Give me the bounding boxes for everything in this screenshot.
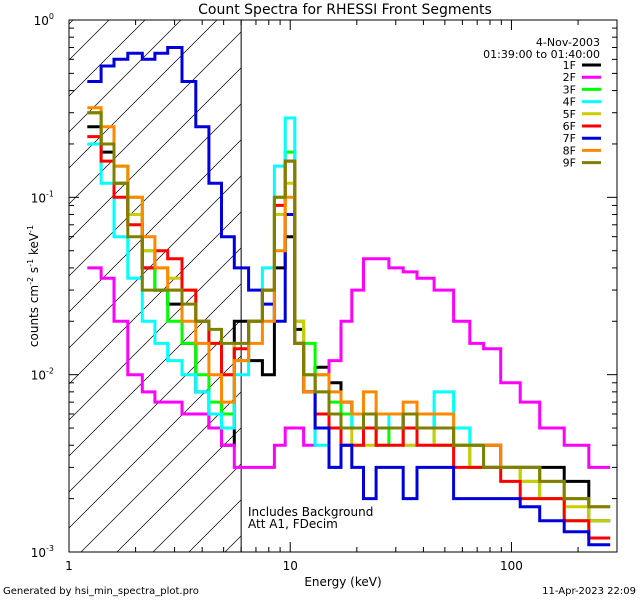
x-axis-label: Energy (keV)	[304, 575, 381, 589]
hatch-line	[69, 319, 242, 493]
series-line-8F	[87, 106, 611, 509]
hatch-line	[69, 67, 242, 241]
y-tick-label: 10-2	[31, 367, 54, 383]
hatch-line	[333, 20, 640, 552]
series-line-7F	[87, 46, 611, 547]
generated-timestamp: 11-Apr-2023 22:09	[542, 586, 636, 597]
y-tick-label: 10-3	[31, 544, 54, 560]
hatch-line	[369, 20, 640, 552]
legend-date: 4-Nov-2003	[536, 36, 600, 49]
legend-label-8F: 8F	[563, 144, 576, 157]
hatch-line	[69, 31, 242, 205]
hatch-line	[69, 20, 146, 97]
y-axis-label: counts cm-2 s-1 keV-1	[26, 225, 41, 347]
hatch-line	[69, 139, 242, 313]
hatch-line	[69, 20, 218, 169]
legend-label-3F: 3F	[563, 83, 576, 96]
legend-label-9F: 9F	[563, 157, 576, 170]
hatch-line	[585, 20, 640, 552]
x-axis-ticks	[68, 20, 618, 552]
hatch-line	[69, 283, 242, 457]
hatch-line	[0, 20, 1, 552]
series-line-9F	[87, 111, 611, 509]
y-axis-tick-labels: 100 10-1 10-2 10-3	[31, 12, 54, 560]
generated-by-text: Generated by hsi_min_spectra_plot.pro	[3, 586, 199, 597]
annotation-attenuator: Att A1, FDecim	[248, 517, 338, 531]
hatch-line	[69, 211, 242, 385]
chart-title: Count Spectra for RHESSI Front Segments	[198, 2, 492, 18]
y-axis-ticks	[69, 27, 617, 553]
x-tick-label: 1	[65, 559, 73, 573]
x-tick-label: 100	[500, 559, 523, 573]
hatch-line	[513, 20, 640, 552]
hatch-line	[224, 535, 242, 552]
legend-label-4F: 4F	[563, 96, 576, 109]
hatch-line	[405, 20, 640, 552]
annotation-background: Includes Background	[248, 505, 373, 519]
series-line-1F	[87, 125, 611, 523]
hatch-line	[297, 20, 640, 552]
attenuator-hatch-region	[0, 20, 640, 552]
hatch-line	[69, 20, 110, 61]
legend-time-range: 01:39:00 to 01:40:00	[483, 48, 600, 61]
series-line-3F	[87, 111, 611, 540]
legend-label-1F: 1F	[563, 59, 576, 72]
plot-frame	[68, 19, 618, 553]
legend-label-7F: 7F	[563, 132, 576, 145]
hatch-line	[69, 103, 242, 277]
series-line-6F	[87, 135, 611, 540]
y-tick-label: 10-1	[31, 189, 54, 205]
hatch-line	[621, 20, 640, 552]
hatch-line	[116, 427, 242, 552]
hatch-line	[261, 20, 640, 552]
legend-label-2F: 2F	[563, 71, 576, 84]
hatch-line	[80, 391, 242, 552]
hatch-line	[69, 175, 242, 349]
hatch-line	[69, 355, 242, 529]
x-tick-label: 10	[283, 559, 298, 573]
x-axis-tick-labels: 1 10 100	[65, 559, 523, 573]
y-tick-label: 100	[34, 12, 54, 28]
legend-label-5F: 5F	[563, 108, 576, 121]
legend-label-6F: 6F	[563, 120, 576, 133]
series-layer	[87, 46, 611, 547]
hatch-line	[69, 247, 242, 421]
series-line-4F	[87, 116, 611, 523]
series-line-5F	[87, 111, 611, 523]
